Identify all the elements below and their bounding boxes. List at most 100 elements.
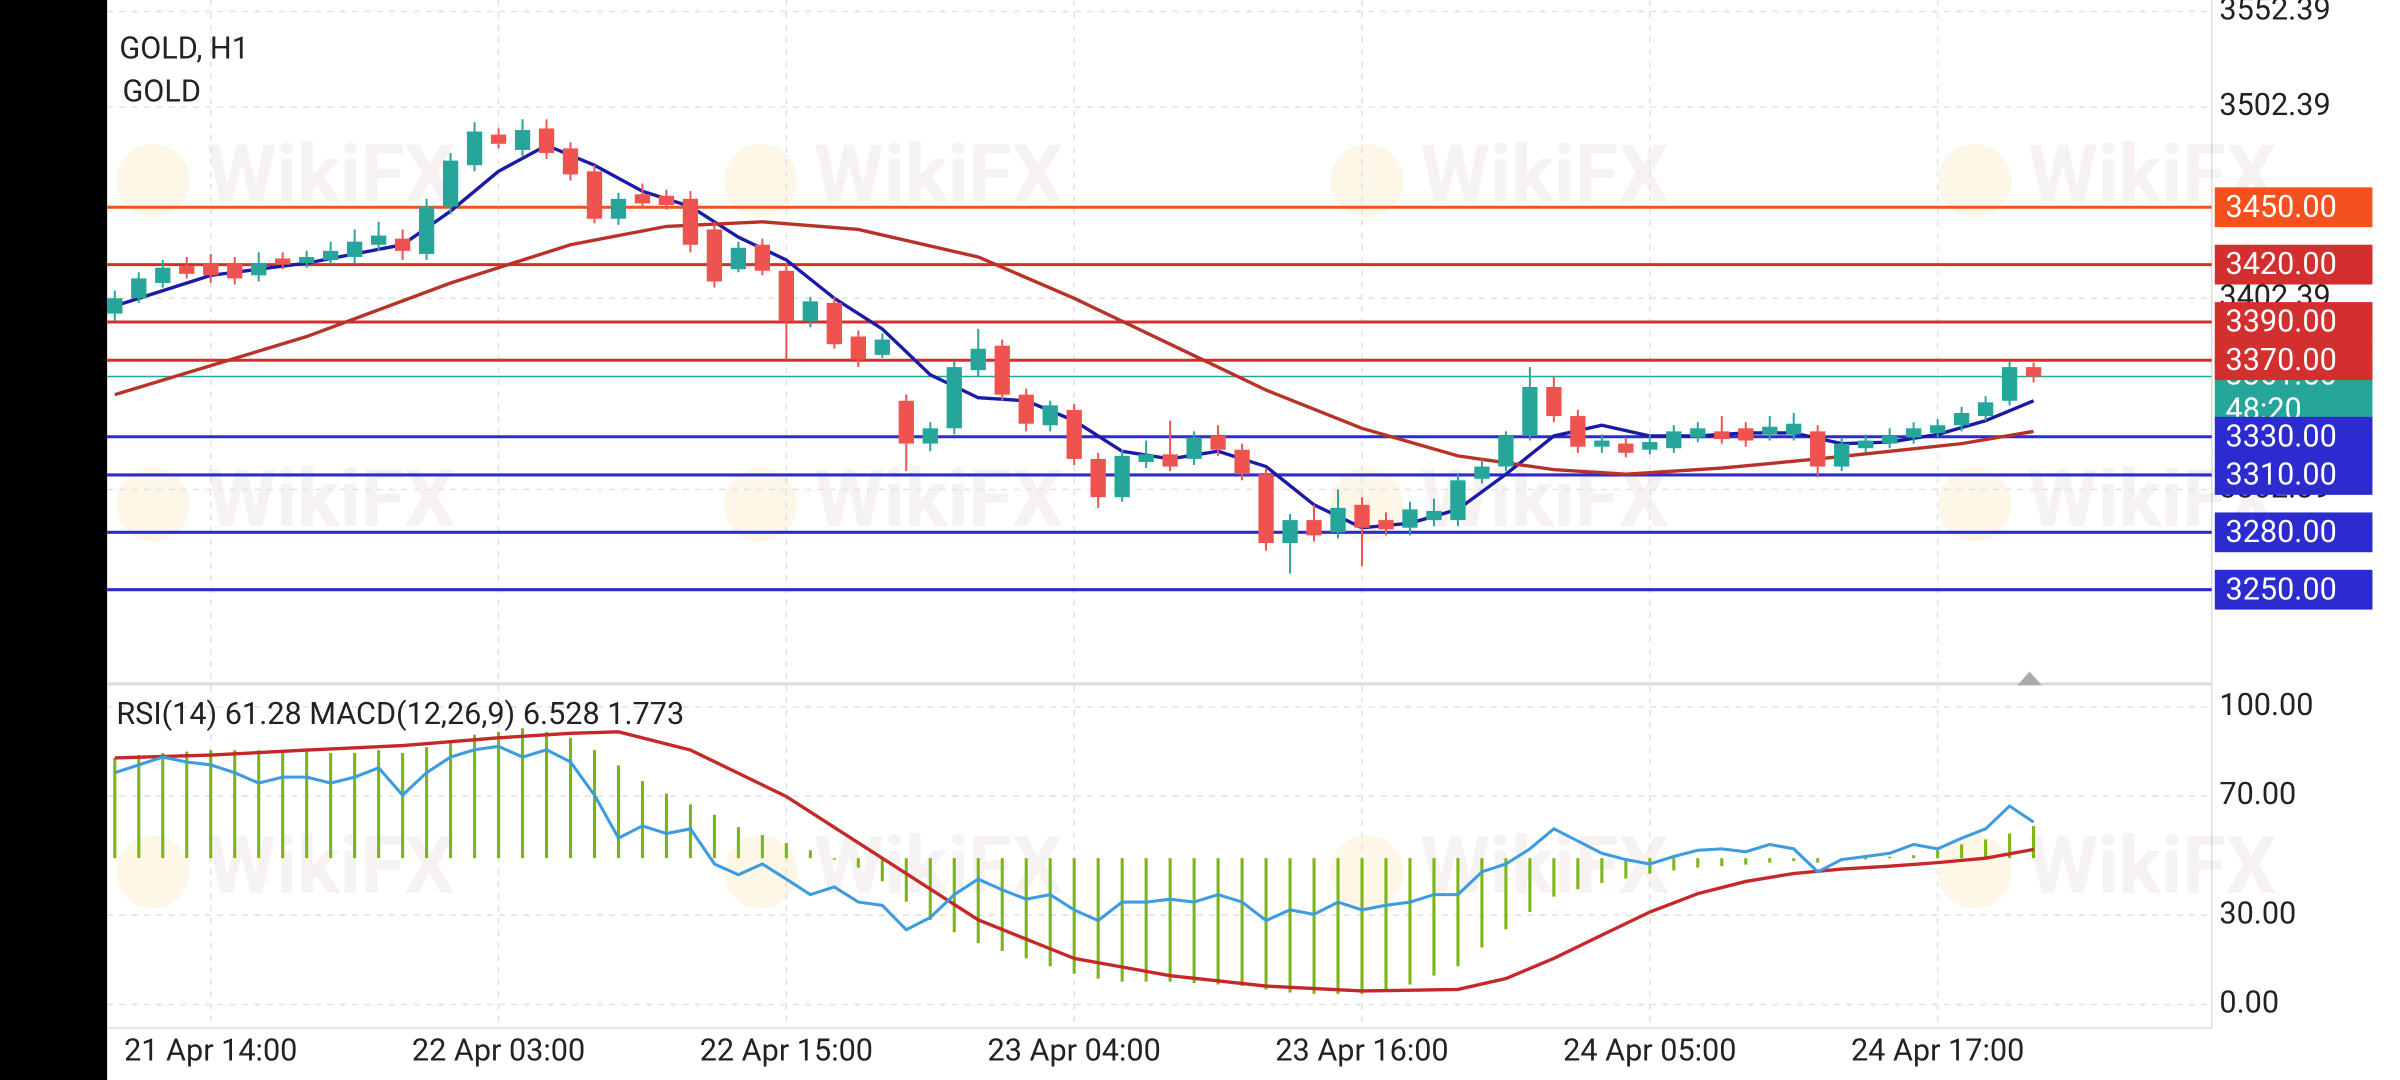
candle-body (826, 302, 842, 345)
candle-body (1762, 426, 1778, 435)
candle-body (1018, 394, 1034, 424)
candle-body (706, 229, 723, 282)
rsi-tick-label: 0.00 (2219, 986, 2279, 1021)
candle-body (754, 244, 771, 271)
candle-body (490, 134, 507, 144)
moving-average (114, 220, 2034, 476)
candle-body (1450, 480, 1466, 521)
candle-body (155, 267, 171, 283)
candle-body (418, 206, 435, 254)
level-label: 3390.00 (2226, 305, 2337, 340)
candle-body (1354, 504, 1370, 528)
level-label: 3450.00 (2226, 190, 2337, 225)
candle-body (275, 258, 291, 265)
candle-body (1186, 437, 1202, 459)
candle-body (1810, 431, 1826, 467)
level-badge (2214, 512, 2373, 553)
candle-body (1594, 440, 1610, 447)
watermark-logo (116, 468, 190, 542)
level-badge (2214, 455, 2373, 495)
candle-body (1498, 435, 1514, 467)
level-label: 3250.00 (2226, 572, 2337, 607)
candle-body (1474, 466, 1490, 479)
candle-body (1306, 520, 1322, 536)
candle-body (850, 336, 866, 360)
candle-body (874, 339, 890, 355)
rsi-value: 61.28 (225, 697, 302, 732)
level-badge (2214, 569, 2373, 610)
candle-body (1522, 387, 1538, 436)
candle-body (299, 256, 315, 264)
candle-body (1618, 443, 1634, 453)
candle-body (1786, 423, 1802, 435)
candle-body (1234, 449, 1250, 475)
watermark-logo (1330, 835, 1404, 909)
candle-body (1378, 520, 1394, 530)
x-tick-label: 21 Apr 14:00 (124, 1034, 297, 1069)
level-badge (2214, 340, 2373, 381)
candle-body (1330, 507, 1346, 533)
x-tick-label: 23 Apr 16:00 (1275, 1034, 1448, 1069)
candle-body (658, 195, 675, 205)
watermark-logo (723, 143, 798, 218)
candle-body (1546, 387, 1562, 417)
candle-body (1953, 413, 1970, 426)
candle-body (970, 348, 986, 371)
chart-title: GOLD, H1 (119, 32, 249, 67)
candle-body (1929, 425, 1946, 433)
macd-value: 6.528 (523, 697, 600, 732)
watermark-logo (1937, 468, 2012, 542)
candle-body (610, 198, 627, 219)
watermark-logo (116, 143, 190, 218)
candle-body (1042, 405, 1058, 426)
left-edge (0, 0, 108, 1080)
watermark-logo (116, 835, 190, 909)
candle-body (1642, 442, 1658, 450)
candle-body (131, 278, 147, 299)
level-label: 3420.00 (2226, 247, 2337, 282)
candle-body (251, 263, 267, 276)
macd-name: MACD(12,26,9) (309, 697, 515, 732)
watermark-logo (723, 468, 798, 542)
rsi-name: RSI(14) (116, 697, 217, 732)
candle-body (1858, 440, 1874, 449)
candle-body (562, 148, 579, 175)
watermark-logo (1937, 835, 2012, 909)
candle-body (370, 235, 387, 245)
candle-body (346, 241, 363, 257)
level-label: 3280.00 (2226, 515, 2337, 550)
candle-body (394, 238, 411, 251)
watermark-logo (1330, 143, 1404, 218)
candle-body (179, 266, 195, 274)
candle-body (802, 301, 819, 322)
rsi-line (114, 744, 2035, 932)
candle-body (1138, 454, 1154, 462)
candle-body (442, 160, 459, 207)
candle-body (1834, 443, 1850, 467)
candle-body (107, 298, 123, 314)
rsi-tick-label: 30.00 (2219, 896, 2296, 931)
level-badge (2214, 302, 2373, 342)
candle-body (203, 263, 219, 276)
x-tick-label: 23 Apr 04:00 (988, 1034, 1161, 1069)
candle-body (1977, 402, 1994, 417)
level-badge (2214, 244, 2373, 285)
level-badge (2214, 187, 2373, 228)
candle-body (1738, 428, 1754, 441)
candle-body (1882, 435, 1898, 444)
candle-body (1114, 455, 1130, 498)
rsi-tick-label: 100.00 (2219, 688, 2313, 723)
watermark: WikiFX (2028, 820, 2276, 913)
candle-body (2001, 367, 2018, 401)
watermark: WikiFX (207, 453, 455, 546)
candle-body (730, 247, 747, 270)
candle-body (1402, 509, 1418, 528)
candle-body (227, 263, 243, 279)
candle-body (514, 130, 531, 150)
level-label: 3330.00 (2226, 419, 2337, 454)
candle-body (1162, 454, 1178, 467)
x-tick-label: 24 Apr 05:00 (1563, 1034, 1736, 1069)
candle-body (1282, 520, 1298, 544)
candle-body (1714, 431, 1730, 440)
